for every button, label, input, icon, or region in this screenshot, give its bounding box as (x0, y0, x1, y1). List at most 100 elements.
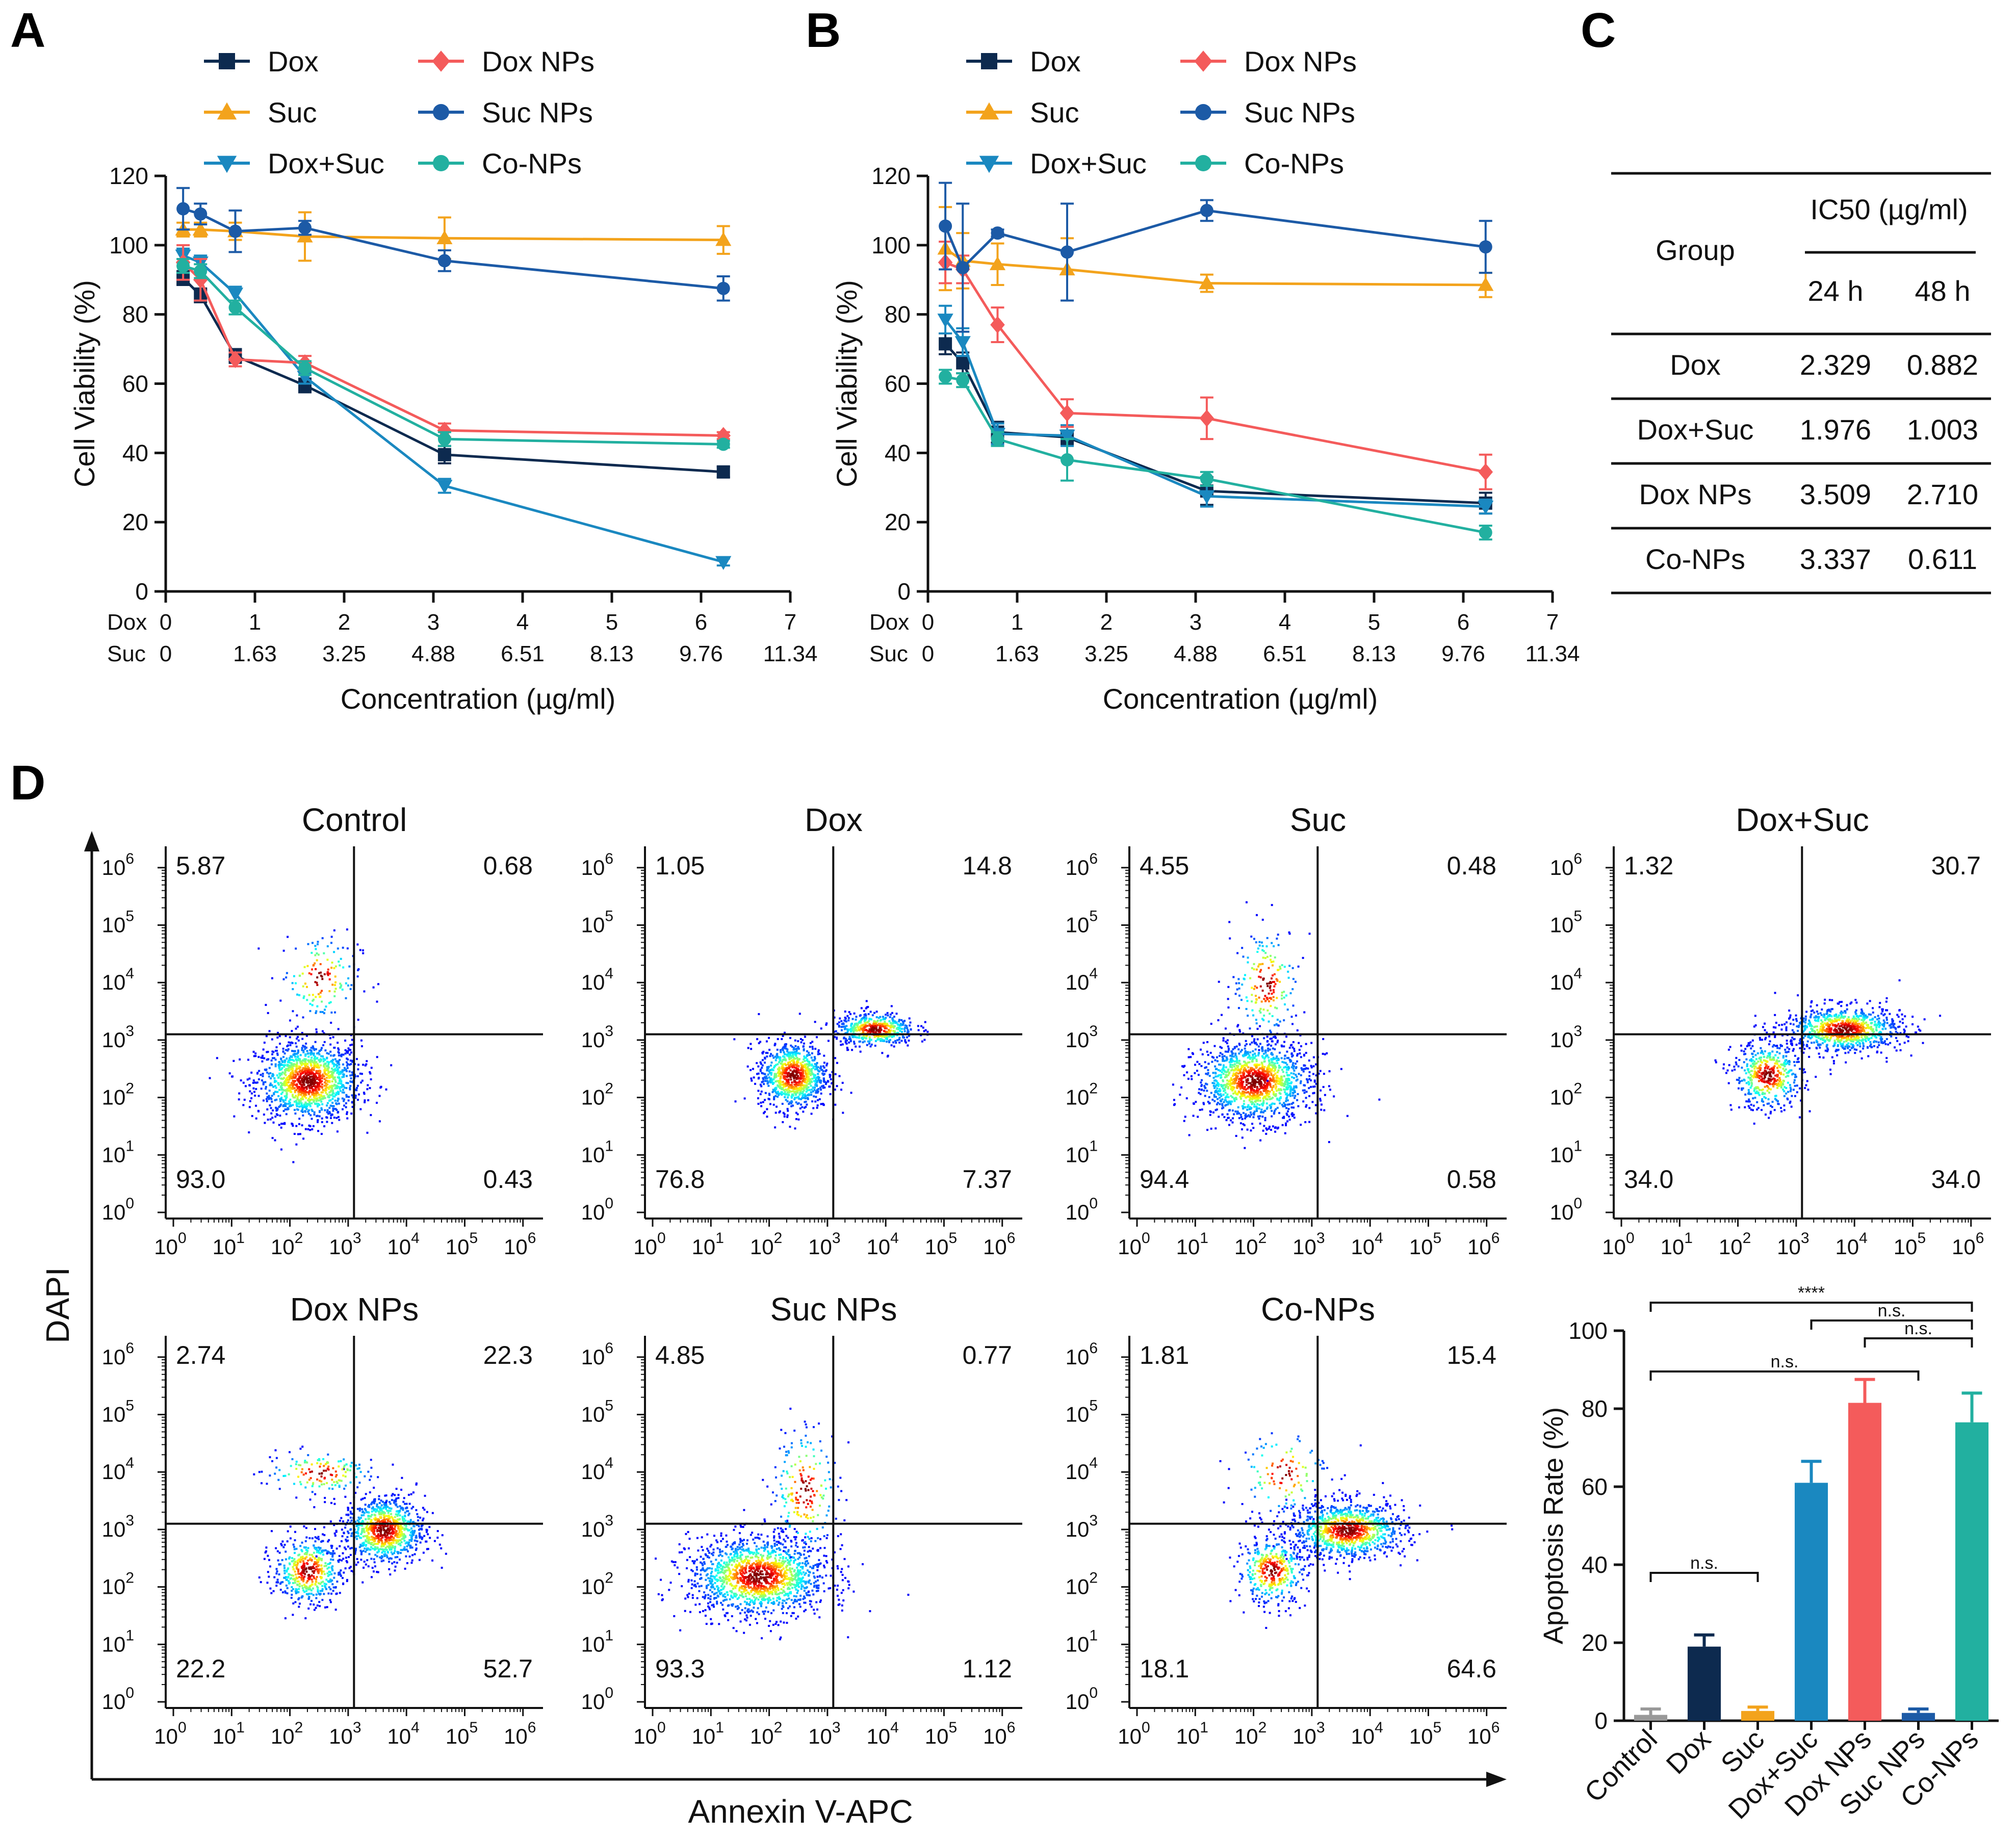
scatter-point (328, 1099, 331, 1102)
scatter-point (802, 1069, 804, 1072)
scatter-point (317, 1070, 319, 1073)
scatter-point (1216, 1056, 1218, 1058)
scatter-point (315, 1072, 318, 1074)
scatter-point (1272, 1053, 1274, 1056)
scatter-point (294, 1050, 296, 1052)
panel-letter-c: C (1581, 3, 1616, 58)
scatter-point (1204, 1095, 1206, 1097)
scatter-point (1253, 1103, 1256, 1106)
scatter-point (295, 1143, 298, 1146)
scatter-point (282, 1099, 285, 1102)
scatter-point (845, 1020, 847, 1023)
x-tick-row-label: Dox (107, 610, 147, 635)
scatter-point (795, 1072, 798, 1075)
scatter-point (291, 1071, 293, 1073)
scatter-point (304, 1078, 307, 1080)
legend-marker (219, 53, 235, 69)
scatter-point (346, 1061, 348, 1064)
scatter-point (305, 1097, 307, 1099)
scatter-point (805, 1095, 807, 1097)
scatter-point (1270, 1072, 1273, 1075)
scatter-point (812, 1090, 814, 1093)
scatter-point (281, 1091, 284, 1094)
scatter-point (798, 1080, 800, 1082)
scatter-point (309, 1010, 312, 1013)
data-point (298, 221, 312, 235)
scatter-point (316, 1085, 318, 1087)
scatter-point (799, 1092, 802, 1095)
scatter-point (873, 1027, 875, 1030)
legend-label: Dox+Suc (1030, 147, 1147, 179)
scatter-point (1255, 1058, 1258, 1061)
scatter-point (331, 1084, 333, 1087)
scatter-point (328, 990, 331, 993)
scatter-point (311, 1093, 314, 1096)
scatter-point (240, 1079, 242, 1082)
y-tick-exponent: 3 (125, 1023, 134, 1040)
data-point (939, 337, 952, 351)
scatter-point (1222, 1080, 1224, 1082)
scatter-point (342, 1053, 345, 1056)
scatter-point (311, 968, 314, 971)
scatter-point (330, 1113, 333, 1116)
scatter-point (316, 1081, 318, 1084)
scatter-point (1251, 1078, 1254, 1081)
scatter-point (297, 1133, 299, 1135)
scatter-point (809, 1072, 811, 1075)
scatter-point (820, 1069, 823, 1071)
scatter-point (354, 1075, 357, 1078)
scatter-point (779, 1080, 782, 1082)
scatter-point (1213, 1086, 1216, 1089)
scatter-point (289, 1084, 291, 1086)
table-header-24h: 24 h (1808, 275, 1864, 307)
scatter-point (286, 1088, 289, 1091)
scatter-point (339, 964, 341, 967)
scatter-point (863, 1029, 866, 1031)
legend-label: Suc NPs (482, 96, 593, 128)
quadrant-lower-left: 93.0 (176, 1165, 225, 1194)
scatter-point (290, 1081, 293, 1084)
scatter-point (369, 1072, 372, 1075)
scatter-point (1223, 1090, 1225, 1092)
scatter-point (869, 1018, 871, 1020)
scatter-point (884, 1027, 887, 1030)
scatter-point (318, 1097, 321, 1099)
scatter-point (871, 1028, 874, 1030)
scatter-point (1290, 1066, 1293, 1069)
scatter-point (333, 1046, 336, 1049)
scatter-point (1283, 1088, 1285, 1091)
scatter-point (768, 1070, 770, 1072)
scatter-point (261, 1056, 264, 1059)
scatter-point (765, 1052, 767, 1054)
scatter-point (327, 1052, 330, 1055)
scatter-point (1305, 1043, 1307, 1045)
scatter-point (780, 1071, 783, 1074)
scatter-point (301, 1104, 304, 1107)
scatter-point (1273, 1057, 1276, 1060)
scatter-point (888, 1020, 891, 1023)
scatter-point (291, 1066, 294, 1068)
scatter-point (1217, 1093, 1219, 1095)
scatter-point (303, 1084, 305, 1086)
scatter-point (331, 1076, 333, 1078)
scatter-point (802, 1071, 804, 1073)
scatter-point (877, 1023, 880, 1025)
scatter-point (1248, 1114, 1250, 1117)
scatter-point (804, 1081, 806, 1083)
scatter-point (1261, 1116, 1264, 1118)
scatter-point (308, 1081, 311, 1083)
scatter-point (1242, 1071, 1245, 1074)
y-tick-exponent: 2 (605, 1080, 613, 1097)
scatter-point (791, 1051, 794, 1054)
scatter-point (800, 1072, 803, 1075)
legend-item: Dox NPs (1180, 45, 1357, 77)
scatter-point (338, 1119, 341, 1121)
scatter-point (788, 1094, 790, 1097)
scatter-point (316, 1082, 319, 1085)
scatter-point (1271, 1102, 1274, 1105)
scatter-point (314, 962, 316, 965)
scatter-point (305, 1069, 308, 1072)
x-axis-annexin-label: Annexin V-APC (688, 1793, 913, 1830)
scatter-point (290, 1064, 293, 1066)
scatter-point (1304, 1121, 1307, 1123)
